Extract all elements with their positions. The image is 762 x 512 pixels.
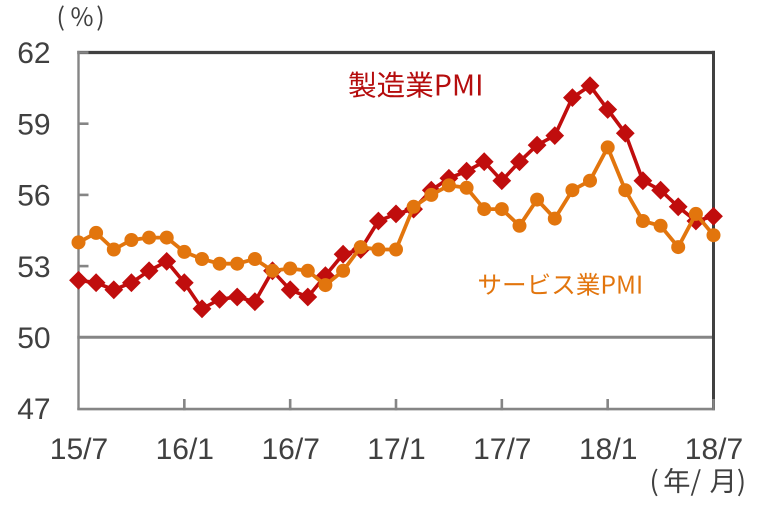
svg-text:59: 59 <box>17 108 50 141</box>
svg-text:18/7: 18/7 <box>685 433 743 466</box>
svg-text:56: 56 <box>17 180 50 213</box>
svg-text:53: 53 <box>17 251 50 284</box>
svg-text:50: 50 <box>17 322 50 355</box>
svg-text:47: 47 <box>17 393 50 426</box>
svg-text:16/7: 16/7 <box>262 433 320 466</box>
svg-text:18/1: 18/1 <box>579 433 637 466</box>
svg-text:15/7: 15/7 <box>50 433 108 466</box>
svg-text:17/1: 17/1 <box>367 433 425 466</box>
svg-text:16/1: 16/1 <box>156 433 214 466</box>
svg-text:17/7: 17/7 <box>473 433 531 466</box>
svg-text:62: 62 <box>17 37 50 70</box>
